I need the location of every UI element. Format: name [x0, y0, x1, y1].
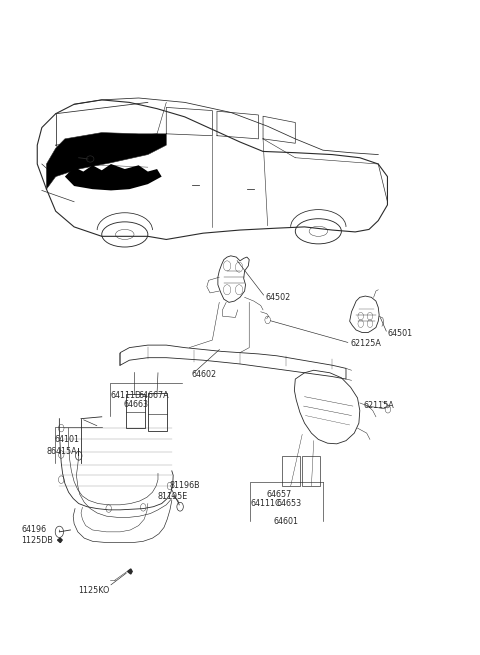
Text: 64111C: 64111C [250, 499, 281, 508]
Polygon shape [128, 569, 132, 574]
Text: 1125KO: 1125KO [78, 586, 109, 595]
Text: 64663: 64663 [124, 400, 149, 409]
Text: 86415A: 86415A [47, 447, 77, 456]
Text: 64601: 64601 [273, 517, 298, 526]
Polygon shape [58, 538, 62, 542]
Polygon shape [65, 164, 162, 191]
Text: 64501: 64501 [387, 329, 413, 338]
Text: 64657: 64657 [267, 490, 292, 498]
Text: 64111D: 64111D [110, 391, 141, 400]
Polygon shape [47, 132, 166, 189]
Text: 64667A: 64667A [139, 391, 169, 400]
Text: 64653: 64653 [277, 499, 302, 508]
Text: 64196: 64196 [21, 525, 46, 534]
Text: 81196B: 81196B [170, 481, 201, 491]
Text: 1125DB: 1125DB [21, 536, 53, 544]
Text: 64502: 64502 [265, 293, 290, 302]
Text: 64602: 64602 [192, 370, 217, 379]
Text: 81195E: 81195E [157, 491, 187, 500]
Text: 64101: 64101 [55, 435, 80, 444]
Text: 62115A: 62115A [363, 401, 394, 410]
Text: 62125A: 62125A [350, 339, 382, 348]
